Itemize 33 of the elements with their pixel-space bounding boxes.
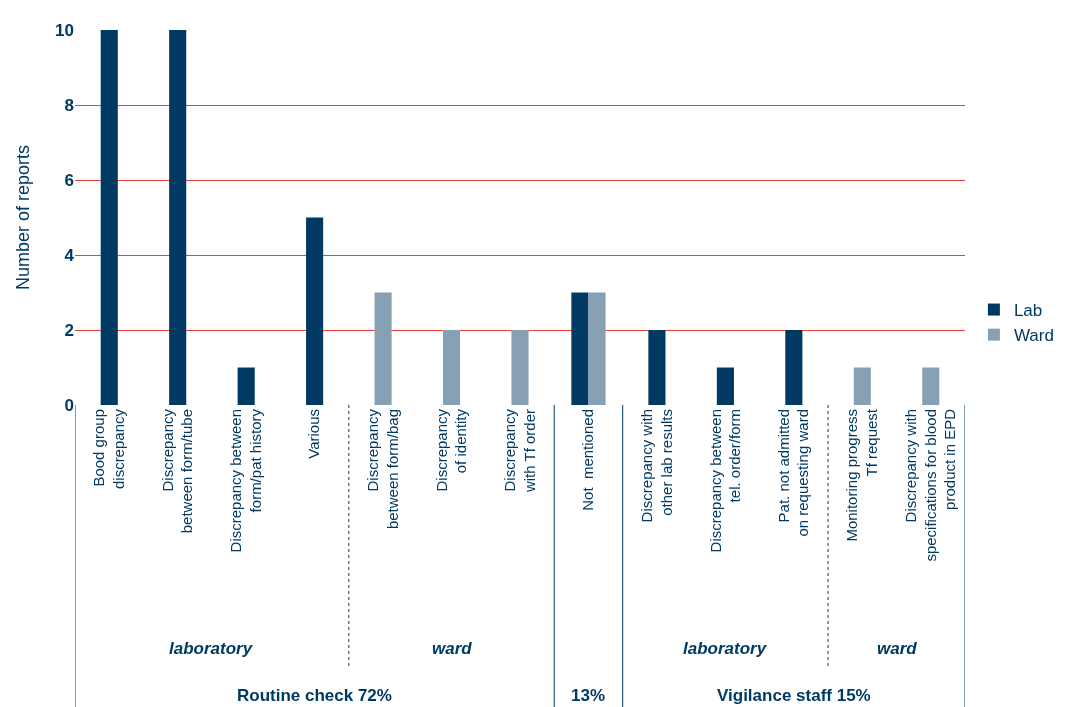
legend-label: Ward	[1013, 326, 1054, 346]
x-tick-label: Various	[305, 409, 323, 459]
text: Routine check 72%	[237, 686, 392, 705]
x-tick-label: Discrepancy with specifications for blood product in EPD	[902, 408, 959, 562]
x-tick-label: Bood group discrepancy	[90, 408, 127, 490]
bar	[648, 330, 666, 405]
bar	[922, 367, 940, 405]
legend-label: Lab	[1013, 301, 1043, 321]
x-tick-label: Not mentioned	[579, 409, 597, 511]
y-axis-title: Number of reports	[13, 144, 34, 291]
x-tick-label: Discrepancy with other lab results	[638, 409, 675, 523]
bar	[716, 367, 734, 405]
bar	[237, 367, 255, 405]
y-tick-label: 6	[64, 170, 74, 190]
y-tick-label: 8	[64, 95, 74, 115]
bar	[853, 367, 871, 405]
y-tick-label: 2	[64, 320, 74, 340]
y-tick-label: 4	[64, 245, 75, 265]
y-tick-label: 0	[64, 395, 74, 415]
bar	[442, 330, 461, 405]
y-tick-label: 10	[55, 20, 74, 40]
bar	[306, 217, 324, 405]
bar	[374, 292, 392, 405]
text: ward	[432, 639, 473, 658]
text: Vigilance staff 15%	[717, 686, 871, 705]
text: laboratory	[683, 639, 768, 658]
bar	[785, 330, 803, 405]
text: ward	[877, 639, 918, 658]
bar	[169, 30, 187, 405]
bar	[100, 30, 118, 405]
text: laboratory	[169, 639, 254, 658]
text: 13%	[571, 686, 606, 705]
bar	[511, 330, 529, 405]
